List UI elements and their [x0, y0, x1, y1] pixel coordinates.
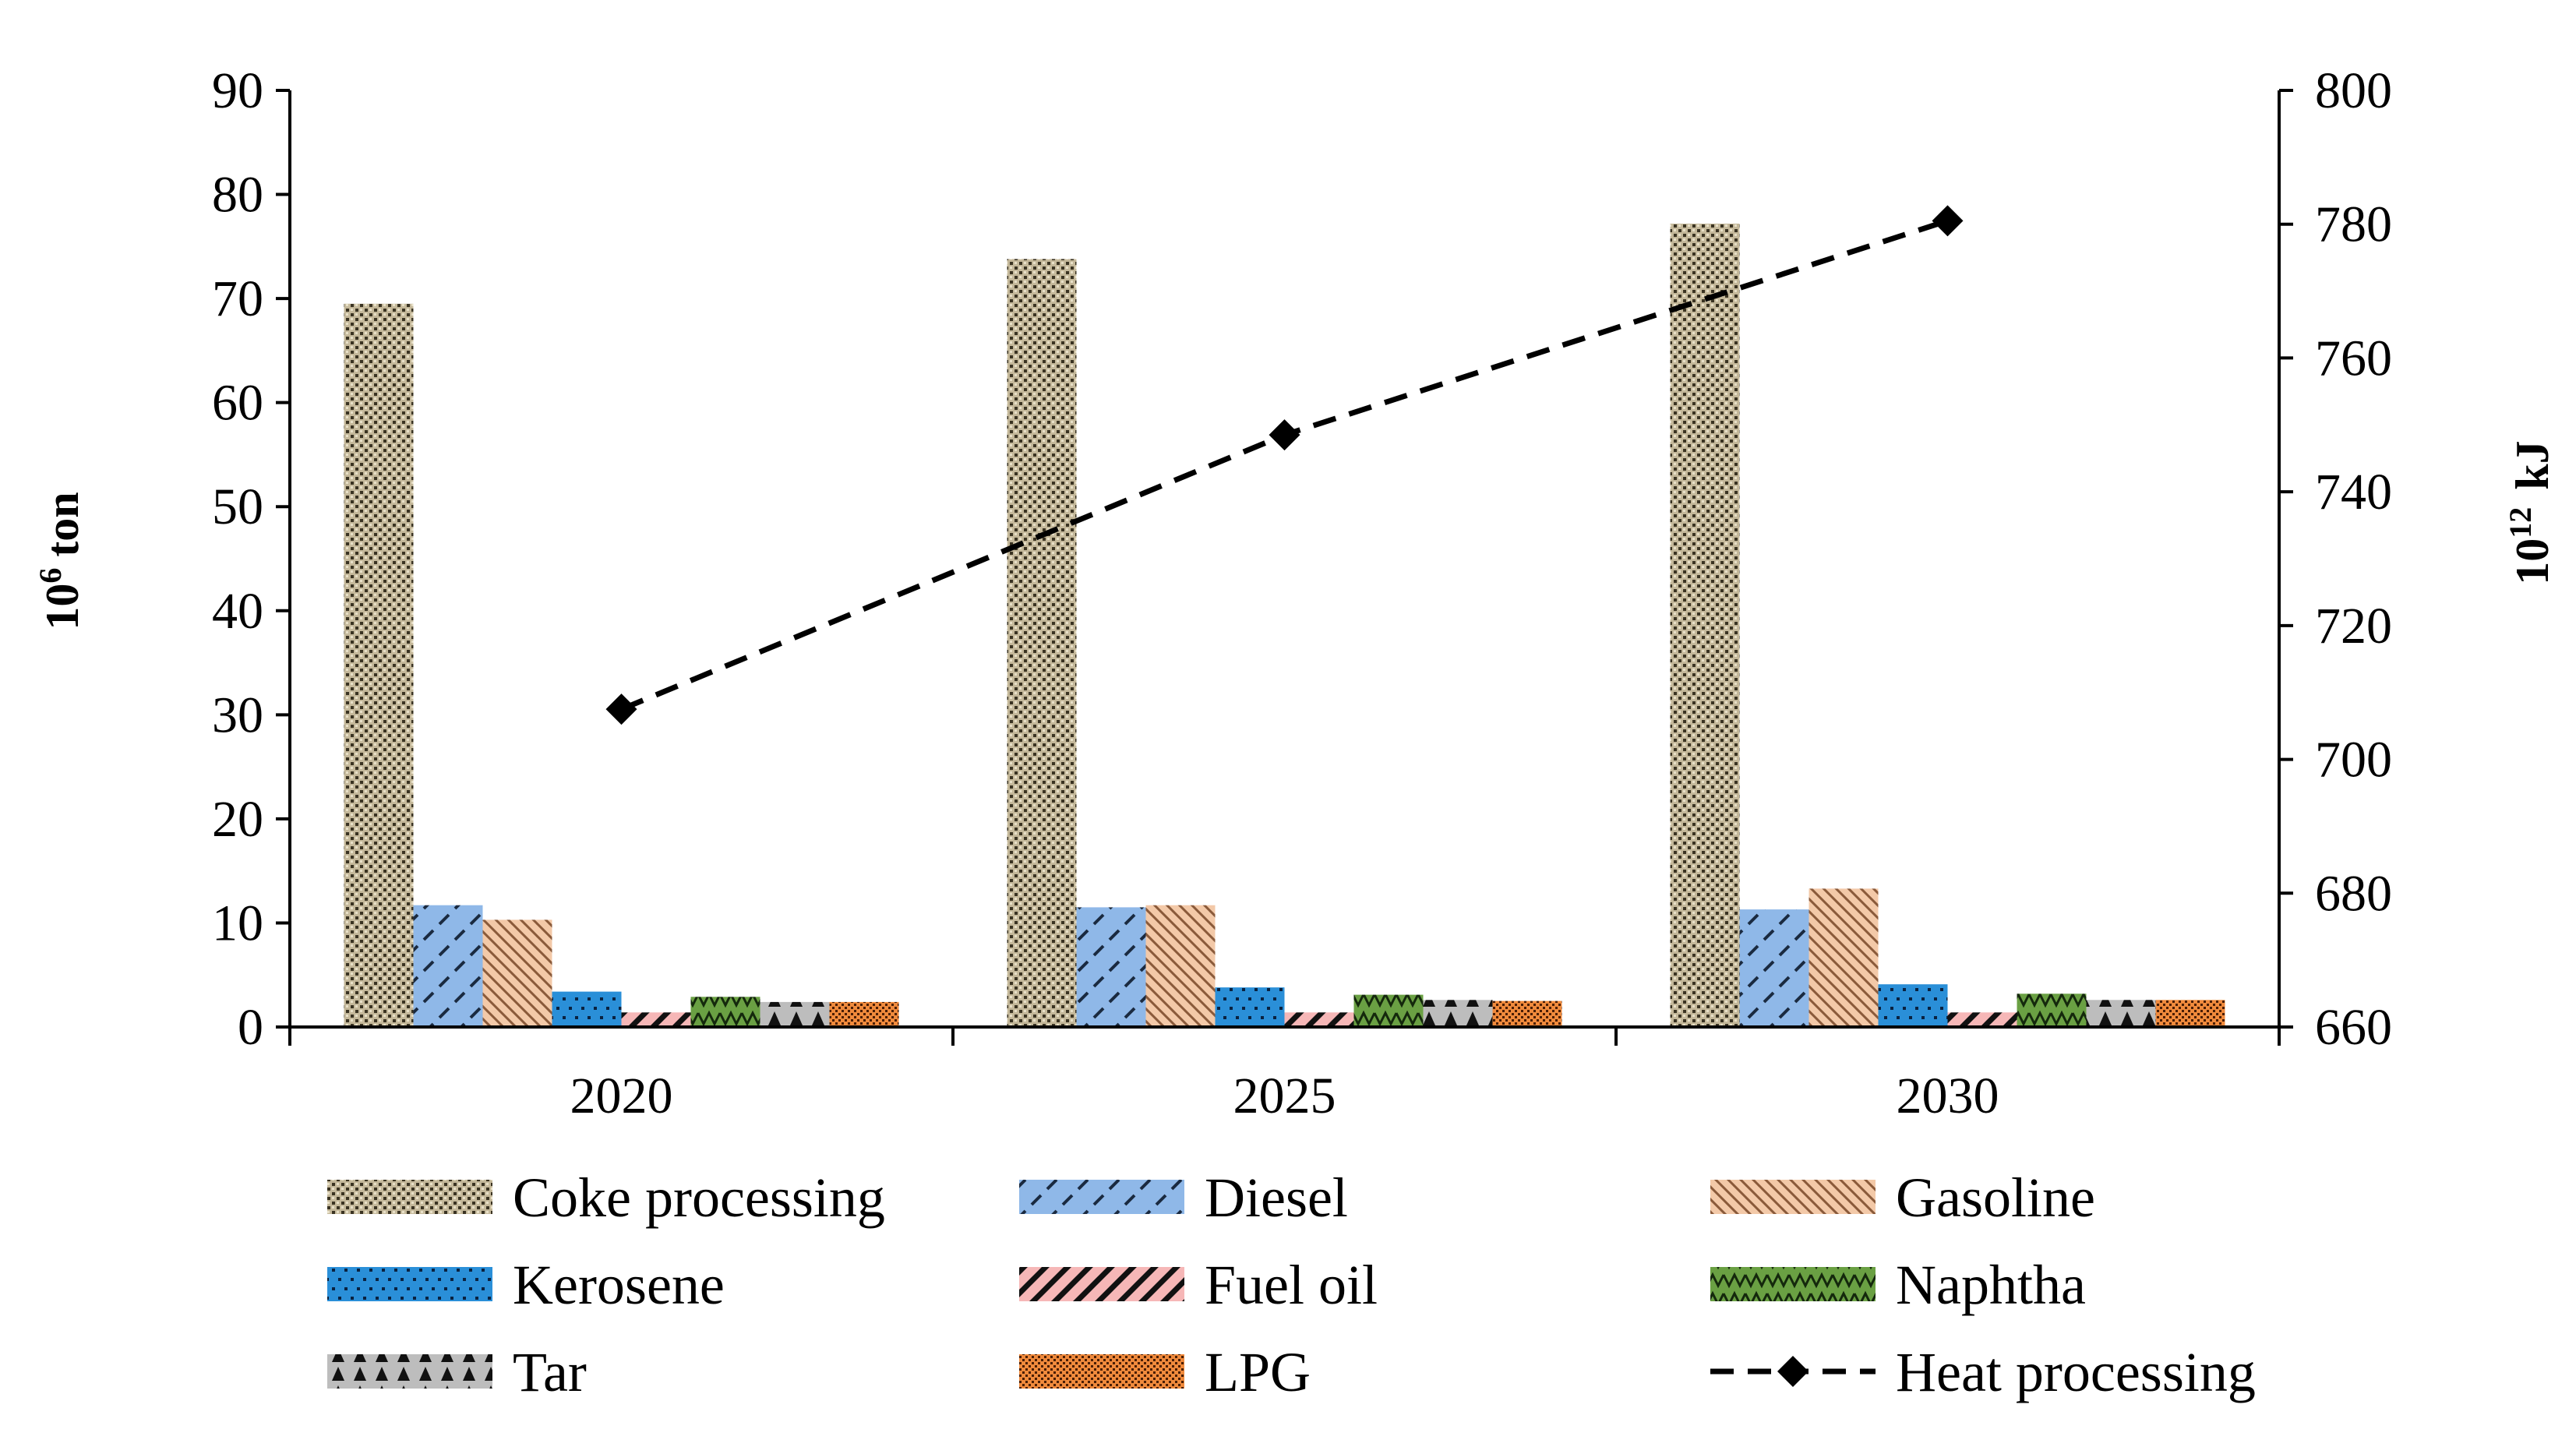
legend: Coke processing Diesel Gasoline Kerosene Fue… [327, 1166, 2256, 1403]
legend-item-tar: Tar [327, 1341, 587, 1403]
heat-processing-line-path [620, 218, 1949, 712]
x-tick-label-2030: 2030 [1897, 1068, 1999, 1124]
bar-naphtha-2020 [690, 997, 760, 1027]
legend-label-fuel-oil: Fuel oil [1205, 1254, 1378, 1316]
left-tick-label: 30 [212, 686, 263, 743]
right-tick-label: 700 [2315, 732, 2392, 789]
bar-fuel-oil-2030 [1947, 1012, 2017, 1027]
right-tick-label: 660 [2315, 999, 2392, 1056]
bar-diesel-2030 [1739, 909, 1809, 1027]
plot-area [344, 224, 2225, 1027]
bar-kerosene-2025 [1215, 987, 1285, 1027]
bar-tar-2030 [2086, 1000, 2156, 1027]
x-tick-label-2025: 2025 [1233, 1068, 1336, 1124]
heat-processing-point-2020 [605, 693, 637, 725]
right-tick-label: 760 [2315, 330, 2392, 386]
right-y-axis: 660 680 700 720 740 760 780 800 [2278, 62, 2392, 1056]
legend-swatch-gasoline [1710, 1180, 1876, 1214]
heat-processing-line [605, 205, 1964, 725]
bar-kerosene-2020 [552, 991, 622, 1027]
right-tick-label: 780 [2315, 196, 2392, 253]
legend-item-naphtha: Naphtha [1710, 1254, 2086, 1316]
x-tick-label-2020: 2020 [570, 1068, 673, 1124]
left-tick-label: 80 [212, 167, 263, 224]
left-y-axis-title: 106ton [33, 492, 89, 630]
left-tick-label: 60 [212, 375, 263, 432]
legend-swatch-coke-processing [327, 1180, 492, 1214]
left-tick-label: 0 [238, 999, 263, 1056]
left-y-axis: 0 10 20 30 40 50 60 70 80 90 [212, 62, 291, 1056]
left-tick-label: 20 [212, 791, 263, 848]
bar-diesel-2020 [413, 905, 483, 1027]
legend-label-heat-processing: Heat processing [1896, 1341, 2256, 1403]
left-tick-label: 50 [212, 478, 263, 535]
bar-coke-processing-2030 [1670, 224, 1740, 1027]
bar-lpg-2030 [2155, 1000, 2225, 1027]
legend-label-diesel: Diesel [1205, 1166, 1348, 1229]
bar-diesel-2025 [1076, 907, 1146, 1027]
right-tick-label: 720 [2315, 598, 2392, 655]
legend-item-fuel-oil: Fuel oil [1019, 1254, 1378, 1316]
bar-gasoline-2020 [482, 919, 552, 1027]
bar-gasoline-2025 [1145, 905, 1216, 1027]
legend-label-gasoline: Gasoline [1896, 1166, 2095, 1229]
legend-item-diesel: Diesel [1019, 1166, 1348, 1229]
legend-label-lpg: LPG [1205, 1341, 1311, 1403]
right-tick-label: 740 [2315, 464, 2392, 521]
legend-label-tar: Tar [513, 1341, 587, 1403]
left-tick-label: 70 [212, 270, 263, 327]
right-tick-label: 680 [2315, 865, 2392, 922]
x-axis: 2020 2025 2030 [288, 1025, 2281, 1124]
legend-label-kerosene: Kerosene [513, 1254, 725, 1316]
legend-swatch-tar [327, 1354, 492, 1389]
bar-gasoline-2030 [1808, 888, 1879, 1027]
bar-naphtha-2030 [2017, 993, 2087, 1027]
left-tick-label: 90 [212, 62, 263, 119]
legend-item-gasoline: Gasoline [1710, 1166, 2095, 1229]
legend-swatch-diesel [1019, 1180, 1184, 1214]
bar-fuel-oil-2025 [1284, 1012, 1354, 1027]
bar-lpg-2020 [829, 1001, 899, 1027]
bar-kerosene-2030 [1878, 984, 1948, 1027]
bar-naphtha-2025 [1353, 994, 1424, 1027]
bar-lpg-2025 [1492, 1001, 1562, 1027]
right-y-axis-title: 1012kJ [2503, 440, 2559, 584]
legend-item-kerosene: Kerosene [327, 1254, 725, 1316]
legend-swatch-naphtha [1710, 1267, 1876, 1301]
bar-fuel-oil-2020 [621, 1012, 691, 1027]
left-tick-label: 40 [212, 583, 263, 640]
heat-processing-point-2030 [1932, 205, 1964, 237]
legend-item-coke-processing: Coke processing [327, 1166, 885, 1229]
right-tick-label: 800 [2315, 62, 2392, 119]
legend-label-coke-processing: Coke processing [513, 1166, 885, 1229]
legend-swatch-marker [1777, 1356, 1808, 1387]
legend-swatch-lpg [1019, 1354, 1184, 1389]
bar-coke-processing-2020 [344, 303, 414, 1027]
legend-item-heat-processing: Heat processing [1710, 1341, 2256, 1403]
left-tick-label: 10 [212, 895, 263, 951]
legend-swatch-kerosene [327, 1267, 492, 1301]
bar-tar-2020 [760, 1001, 830, 1027]
bar-coke-processing-2025 [1007, 259, 1077, 1027]
heat-processing-point-2025 [1269, 419, 1300, 451]
legend-label-naphtha: Naphtha [1896, 1254, 2086, 1316]
legend-swatch-fuel-oil [1019, 1267, 1184, 1301]
bar-tar-2025 [1423, 1000, 1493, 1027]
legend-item-lpg: LPG [1019, 1341, 1311, 1403]
